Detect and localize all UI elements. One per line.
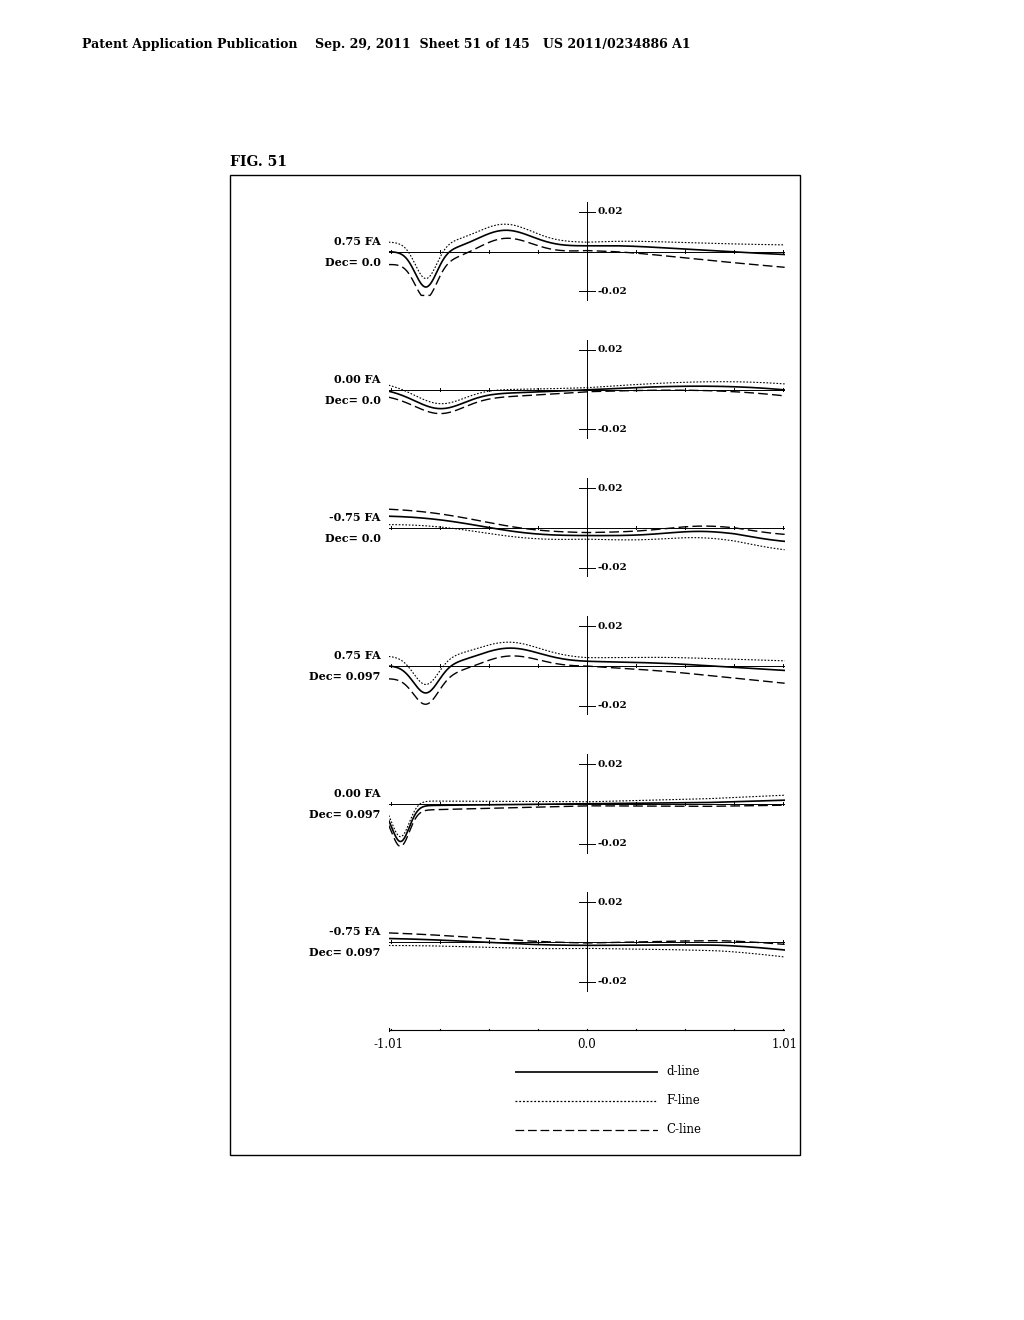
Text: -0.02: -0.02: [597, 286, 628, 296]
Text: -0.02: -0.02: [597, 425, 628, 434]
Text: Patent Application Publication    Sep. 29, 2011  Sheet 51 of 145   US 2011/02348: Patent Application Publication Sep. 29, …: [82, 38, 690, 51]
Text: Dec= 0.0: Dec= 0.0: [325, 257, 381, 268]
Text: 0.0: 0.0: [578, 1038, 596, 1051]
Text: -1.01: -1.01: [374, 1038, 403, 1051]
Text: d-line: d-line: [667, 1065, 700, 1078]
Text: -0.02: -0.02: [597, 701, 628, 710]
Text: F-line: F-line: [667, 1094, 700, 1107]
Text: 0.02: 0.02: [597, 622, 623, 631]
Text: -0.02: -0.02: [597, 977, 628, 986]
Text: 0.75 FA: 0.75 FA: [334, 649, 381, 661]
Text: 0.02: 0.02: [597, 898, 623, 907]
Text: 0.00 FA: 0.00 FA: [334, 788, 381, 799]
Text: 0.00 FA: 0.00 FA: [334, 374, 381, 384]
Text: 1.01: 1.01: [772, 1038, 798, 1051]
Text: 0.75 FA: 0.75 FA: [334, 236, 381, 247]
Text: -0.75 FA: -0.75 FA: [329, 925, 381, 937]
Text: Dec= 0.0: Dec= 0.0: [325, 533, 381, 544]
Text: Dec= 0.0: Dec= 0.0: [325, 395, 381, 405]
Text: -0.75 FA: -0.75 FA: [329, 512, 381, 523]
Text: -0.02: -0.02: [597, 564, 628, 572]
Text: 0.02: 0.02: [597, 483, 623, 492]
Text: 0.02: 0.02: [597, 207, 623, 216]
Text: Dec= 0.097: Dec= 0.097: [309, 809, 381, 820]
Text: 0.02: 0.02: [597, 346, 623, 355]
Text: C-line: C-line: [667, 1123, 701, 1137]
Text: 0.02: 0.02: [597, 759, 623, 768]
Text: -0.02: -0.02: [597, 840, 628, 847]
Text: Dec= 0.097: Dec= 0.097: [309, 946, 381, 958]
Text: Dec= 0.097: Dec= 0.097: [309, 671, 381, 682]
Text: FIG. 51: FIG. 51: [230, 154, 287, 169]
